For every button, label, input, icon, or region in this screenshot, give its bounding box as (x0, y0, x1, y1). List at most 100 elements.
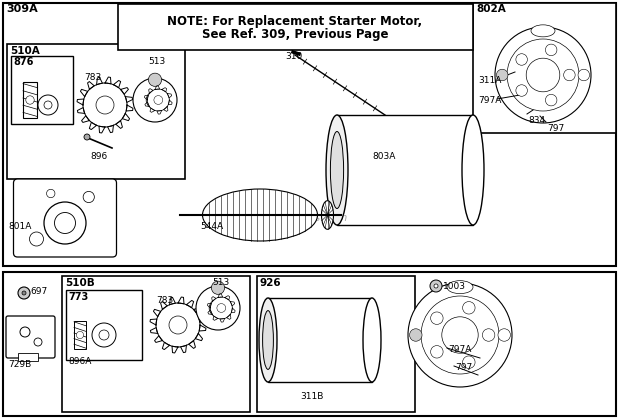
Ellipse shape (531, 25, 555, 37)
Text: 783: 783 (156, 296, 173, 305)
Text: 1003: 1003 (443, 282, 466, 291)
Circle shape (30, 232, 43, 246)
Circle shape (46, 189, 55, 198)
Ellipse shape (330, 132, 343, 209)
Text: 896: 896 (90, 152, 107, 161)
Ellipse shape (326, 115, 348, 225)
Text: 896A: 896A (68, 357, 91, 366)
Circle shape (578, 69, 590, 81)
Circle shape (196, 286, 240, 330)
Text: 797A: 797A (478, 96, 502, 105)
Ellipse shape (203, 189, 317, 241)
Circle shape (516, 54, 528, 65)
Text: 926: 926 (260, 278, 281, 288)
Circle shape (55, 212, 76, 233)
Text: 310: 310 (285, 52, 303, 61)
Text: 309A: 309A (6, 4, 38, 14)
Text: 510A: 510A (10, 46, 40, 56)
Text: 797: 797 (547, 124, 564, 133)
Circle shape (83, 191, 94, 203)
Circle shape (146, 91, 164, 109)
Bar (74, 321, 86, 349)
Text: 510B: 510B (65, 278, 95, 288)
Circle shape (463, 302, 475, 314)
Circle shape (408, 283, 512, 387)
Circle shape (430, 280, 442, 292)
Circle shape (44, 101, 52, 109)
Circle shape (442, 317, 478, 353)
Circle shape (34, 338, 42, 346)
Ellipse shape (259, 298, 277, 382)
Ellipse shape (363, 298, 381, 382)
Circle shape (209, 299, 227, 317)
Bar (337, 115, 473, 225)
Ellipse shape (263, 310, 273, 370)
Circle shape (156, 303, 200, 347)
Bar (11, 56, 73, 124)
Text: 513: 513 (212, 278, 229, 287)
Text: NOTE: For Replacement Starter Motor,: NOTE: For Replacement Starter Motor, (167, 15, 423, 28)
Bar (268, 298, 372, 382)
Text: 311B: 311B (300, 392, 324, 401)
Text: 876: 876 (13, 57, 33, 67)
Circle shape (564, 69, 575, 81)
Circle shape (76, 331, 84, 339)
Circle shape (84, 134, 90, 140)
Circle shape (431, 346, 443, 358)
Bar (3, 3, 616, 266)
Circle shape (26, 96, 34, 104)
Circle shape (148, 89, 169, 111)
Ellipse shape (462, 115, 484, 225)
Text: See Ref. 309, Previous Page: See Ref. 309, Previous Page (202, 28, 388, 41)
Text: 803A: 803A (372, 152, 396, 161)
FancyBboxPatch shape (14, 179, 117, 257)
Text: 513: 513 (148, 57, 166, 66)
Circle shape (83, 83, 127, 127)
Circle shape (516, 85, 528, 96)
Text: eReplacementParts.com: eReplacementParts.com (212, 213, 348, 223)
Circle shape (18, 287, 30, 299)
Circle shape (482, 329, 495, 341)
Bar (7, 44, 185, 179)
Circle shape (431, 312, 443, 324)
Circle shape (211, 281, 224, 295)
Circle shape (38, 95, 58, 115)
Circle shape (421, 296, 499, 374)
Circle shape (92, 323, 116, 347)
Circle shape (148, 73, 162, 86)
Circle shape (133, 78, 177, 122)
Circle shape (434, 284, 438, 288)
Text: 802A: 802A (476, 4, 506, 14)
Circle shape (497, 69, 508, 81)
FancyBboxPatch shape (6, 316, 55, 358)
Circle shape (546, 44, 557, 56)
Bar (62, 276, 250, 412)
Circle shape (217, 304, 226, 313)
Bar (66, 290, 142, 360)
Ellipse shape (447, 281, 473, 294)
Bar (118, 4, 473, 50)
Circle shape (546, 94, 557, 106)
Text: 773: 773 (68, 292, 88, 302)
Text: 311A: 311A (478, 76, 502, 85)
Text: 697: 697 (30, 287, 47, 296)
Bar (473, 3, 616, 133)
Circle shape (22, 291, 26, 295)
Circle shape (20, 327, 30, 337)
Text: 797A: 797A (448, 345, 471, 354)
Text: 729B: 729B (8, 360, 31, 369)
Circle shape (44, 202, 86, 244)
Text: 783: 783 (84, 73, 101, 82)
Text: 797: 797 (455, 363, 472, 372)
Circle shape (169, 316, 187, 334)
Circle shape (495, 27, 591, 123)
Circle shape (154, 96, 162, 104)
Circle shape (463, 356, 475, 368)
Bar (18, 353, 38, 361)
Text: 544A: 544A (200, 222, 223, 231)
Circle shape (507, 39, 579, 111)
Bar (23, 82, 37, 118)
Ellipse shape (322, 201, 334, 229)
Text: 801A: 801A (8, 222, 32, 231)
Circle shape (410, 329, 422, 341)
